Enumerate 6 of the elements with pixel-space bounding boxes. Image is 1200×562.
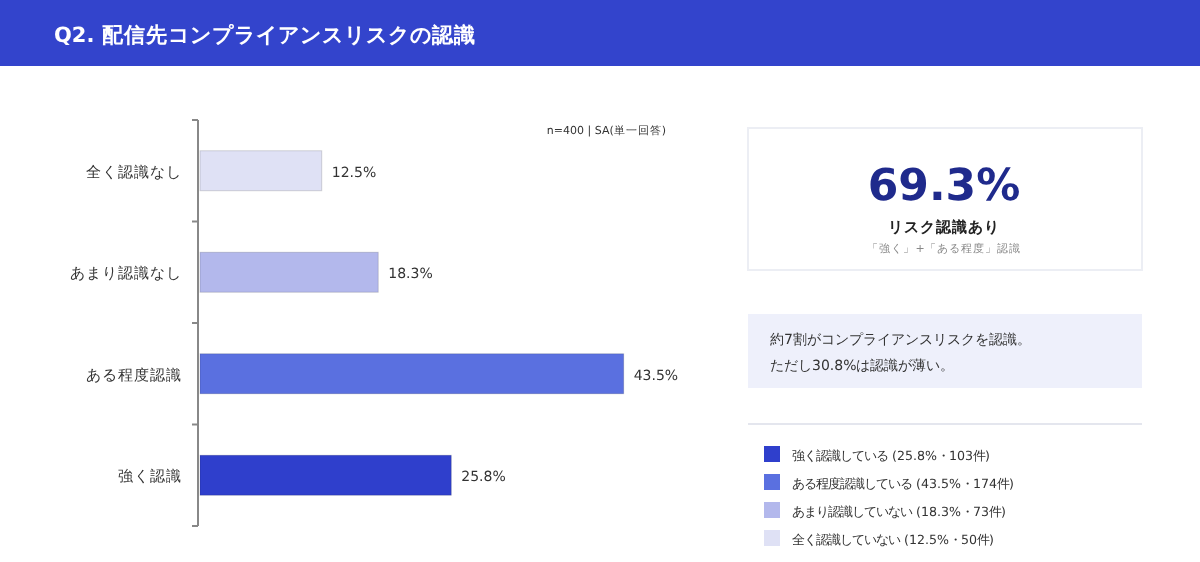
chart-title: Q2. 配信先コンプライアンスリスクの認識	[54, 22, 476, 48]
bar	[199, 454, 452, 496]
bar	[199, 251, 379, 293]
bar	[199, 353, 625, 395]
text: 69.3%	[867, 162, 1021, 212]
bar	[199, 150, 323, 192]
